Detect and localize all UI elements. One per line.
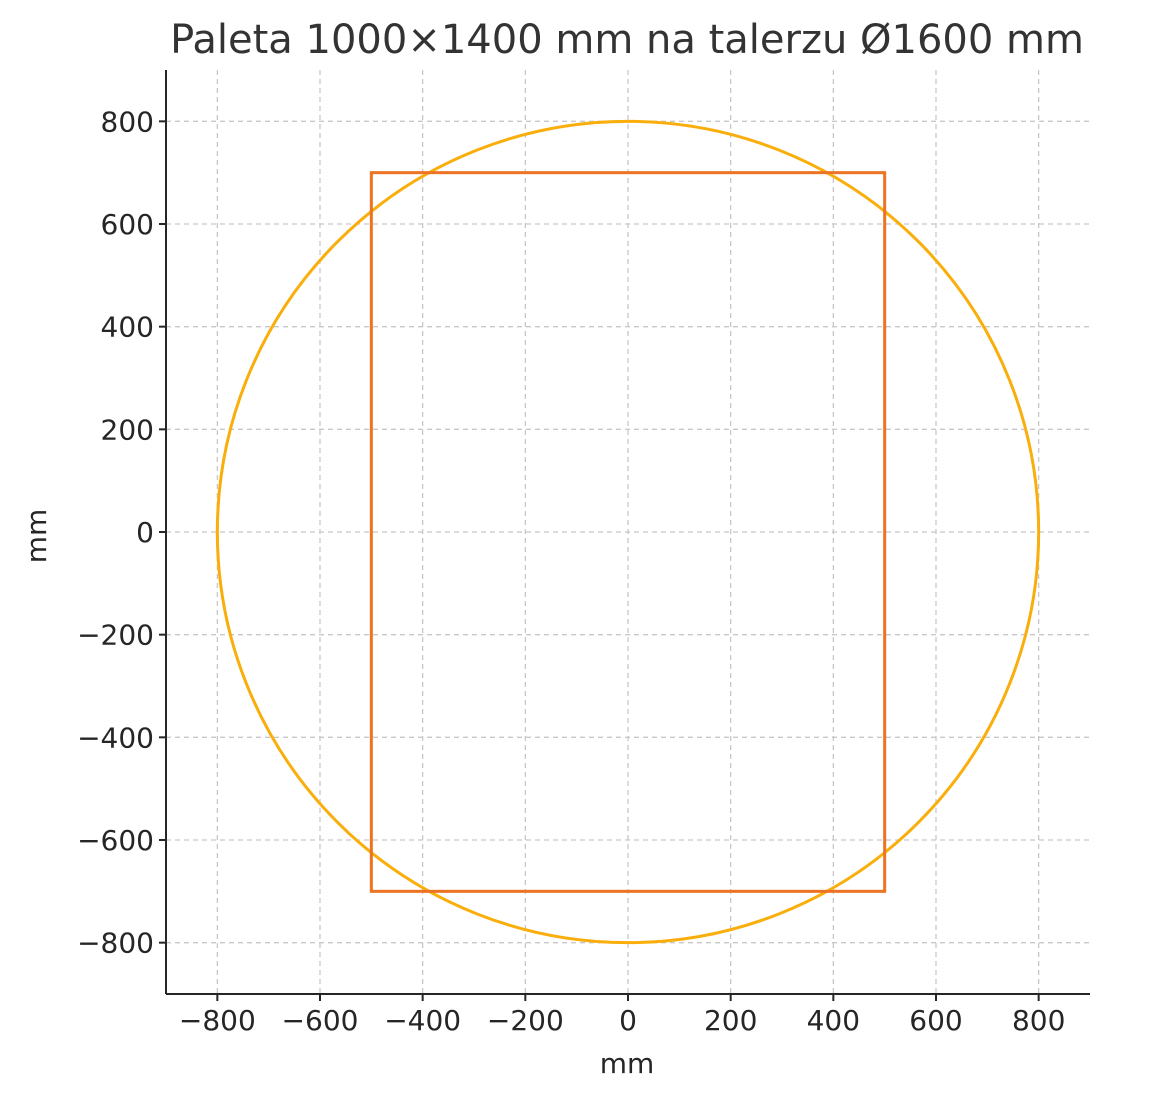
y-tick-label: 600 <box>101 208 154 241</box>
y-tick-label: −800 <box>77 927 154 960</box>
y-tick-label: −200 <box>77 619 154 652</box>
x-axis-label: mm <box>600 1047 655 1080</box>
plot-shapes <box>215 119 1041 945</box>
y-tick-label: 0 <box>136 516 154 549</box>
x-tick-label: 600 <box>909 1004 962 1037</box>
x-tick-label: 400 <box>807 1004 860 1037</box>
x-tick-label: −600 <box>282 1004 359 1037</box>
x-tick-label: 200 <box>704 1004 757 1037</box>
y-tick-label: −600 <box>77 824 154 857</box>
x-tick-label: −200 <box>487 1004 564 1037</box>
y-axis-label: mm <box>20 509 53 564</box>
x-tick-label: 0 <box>619 1004 637 1037</box>
y-tick-label: 200 <box>101 413 154 446</box>
y-tick-label: 400 <box>101 311 154 344</box>
x-tick-label: −800 <box>179 1004 256 1037</box>
x-tick-label: 800 <box>1012 1004 1065 1037</box>
pallet-rectangle <box>369 171 887 893</box>
grid <box>166 70 1090 994</box>
y-tick-label: −400 <box>77 721 154 754</box>
turntable-circle <box>215 119 1041 945</box>
chart-title: Paleta 1000×1400 mm na talerzu Ø1600 mm <box>170 17 1084 63</box>
x-tick-label: −400 <box>384 1004 461 1037</box>
y-tick-label: 800 <box>101 105 154 138</box>
axes: −800 −600 −400 −200 0 200 400 600 800 −800 −600 −40… <box>77 70 1090 1037</box>
